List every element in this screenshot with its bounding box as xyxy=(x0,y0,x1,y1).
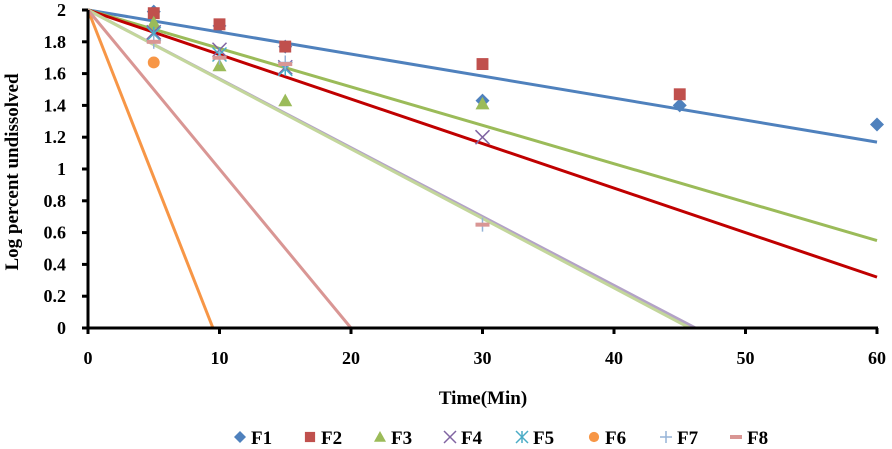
point-f1 xyxy=(870,117,884,132)
trendline-f3 xyxy=(87,8,878,243)
y-tick-label: 0.8 xyxy=(44,191,67,211)
legend-marker-f3-icon xyxy=(374,431,386,442)
y-axis-title: Log percent undissolved xyxy=(2,73,23,271)
legend-item-f2: F2 xyxy=(304,428,342,449)
point-f2 xyxy=(476,58,489,71)
point-f3 xyxy=(278,93,293,107)
x-tick-label: 10 xyxy=(211,348,229,368)
x-tick-label: 40 xyxy=(605,348,623,368)
legend-marker-f7-icon xyxy=(660,431,672,443)
legend-label: F3 xyxy=(391,428,412,449)
legend-marker-f5-icon xyxy=(515,430,529,444)
legend-label: F8 xyxy=(747,428,768,449)
x-axis-title: Time(Min) xyxy=(439,388,527,409)
legend-item-f6: F6 xyxy=(588,428,626,449)
legend-label: F6 xyxy=(605,428,626,449)
point-f8 xyxy=(146,39,161,44)
x-tick-label: 0 xyxy=(84,348,93,368)
point-f1 xyxy=(672,98,687,113)
y-tick-label: 2 xyxy=(57,0,66,20)
point-f2 xyxy=(147,7,160,20)
legend-item-f3: F3 xyxy=(374,428,412,449)
legend-label: F7 xyxy=(677,428,699,449)
legend-marker-f6-icon xyxy=(588,431,600,443)
point-f3 xyxy=(475,96,490,110)
point-f2 xyxy=(279,40,292,53)
point-f2 xyxy=(213,18,226,31)
legend-marker-f4-icon xyxy=(443,430,457,444)
point-f8 xyxy=(475,222,490,227)
x-tick-label: 60 xyxy=(868,348,886,368)
trendline-f7 xyxy=(87,8,691,330)
y-tick-label: 1.4 xyxy=(44,95,67,115)
x-tick-label: 30 xyxy=(474,348,492,368)
trendlines xyxy=(86,8,878,330)
axes xyxy=(86,10,878,330)
legend-item-f7: F7 xyxy=(660,428,699,449)
legend: F1 F2 F3 F4 F5 F6 F7 F8 xyxy=(234,428,768,449)
y-tick-label: 0.6 xyxy=(44,223,67,243)
point-f8 xyxy=(278,62,293,67)
y-tick-label: 1.8 xyxy=(44,32,67,52)
x-ticks: 0 10 20 30 40 50 60 xyxy=(84,328,886,368)
trendline-f6 xyxy=(86,9,215,329)
legend-item-f8: F8 xyxy=(730,428,768,449)
legend-label: F2 xyxy=(321,428,342,449)
y-tick-label: 0.2 xyxy=(44,286,67,306)
y-tick-label: 1 xyxy=(57,159,66,179)
point-f8 xyxy=(212,55,227,60)
y-tick-label: 0 xyxy=(57,318,66,338)
trendline-f4 xyxy=(87,8,878,279)
legend-label: F5 xyxy=(533,428,554,449)
trendline-f8 xyxy=(86,9,353,329)
x-tick-label: 20 xyxy=(342,348,360,368)
legend-label: F4 xyxy=(461,428,483,449)
legend-marker-f1-icon xyxy=(234,431,246,443)
legend-label: F1 xyxy=(251,428,272,449)
legend-item-f1: F1 xyxy=(234,428,272,449)
point-f3 xyxy=(146,15,161,29)
legend-marker-f2-icon xyxy=(304,431,316,443)
legend-marker-f8-icon xyxy=(730,435,742,439)
y-tick-label: 0.4 xyxy=(44,254,67,274)
point-f2 xyxy=(673,88,686,101)
y-tick-label: 1.2 xyxy=(44,127,67,147)
data-points xyxy=(146,4,884,232)
legend-item-f4: F4 xyxy=(443,428,483,449)
legend-item-f5: F5 xyxy=(515,428,554,449)
trendline-f1 xyxy=(87,8,878,144)
point-f4 xyxy=(474,129,491,145)
y-tick-label: 1.6 xyxy=(44,64,67,84)
point-f3 xyxy=(212,58,227,72)
y-ticks: 0 0.2 0.4 0.6 0.8 1 1.2 1.4 1.6 1.8 2 xyxy=(44,0,88,338)
point-f6 xyxy=(147,56,160,69)
x-tick-label: 50 xyxy=(737,348,755,368)
